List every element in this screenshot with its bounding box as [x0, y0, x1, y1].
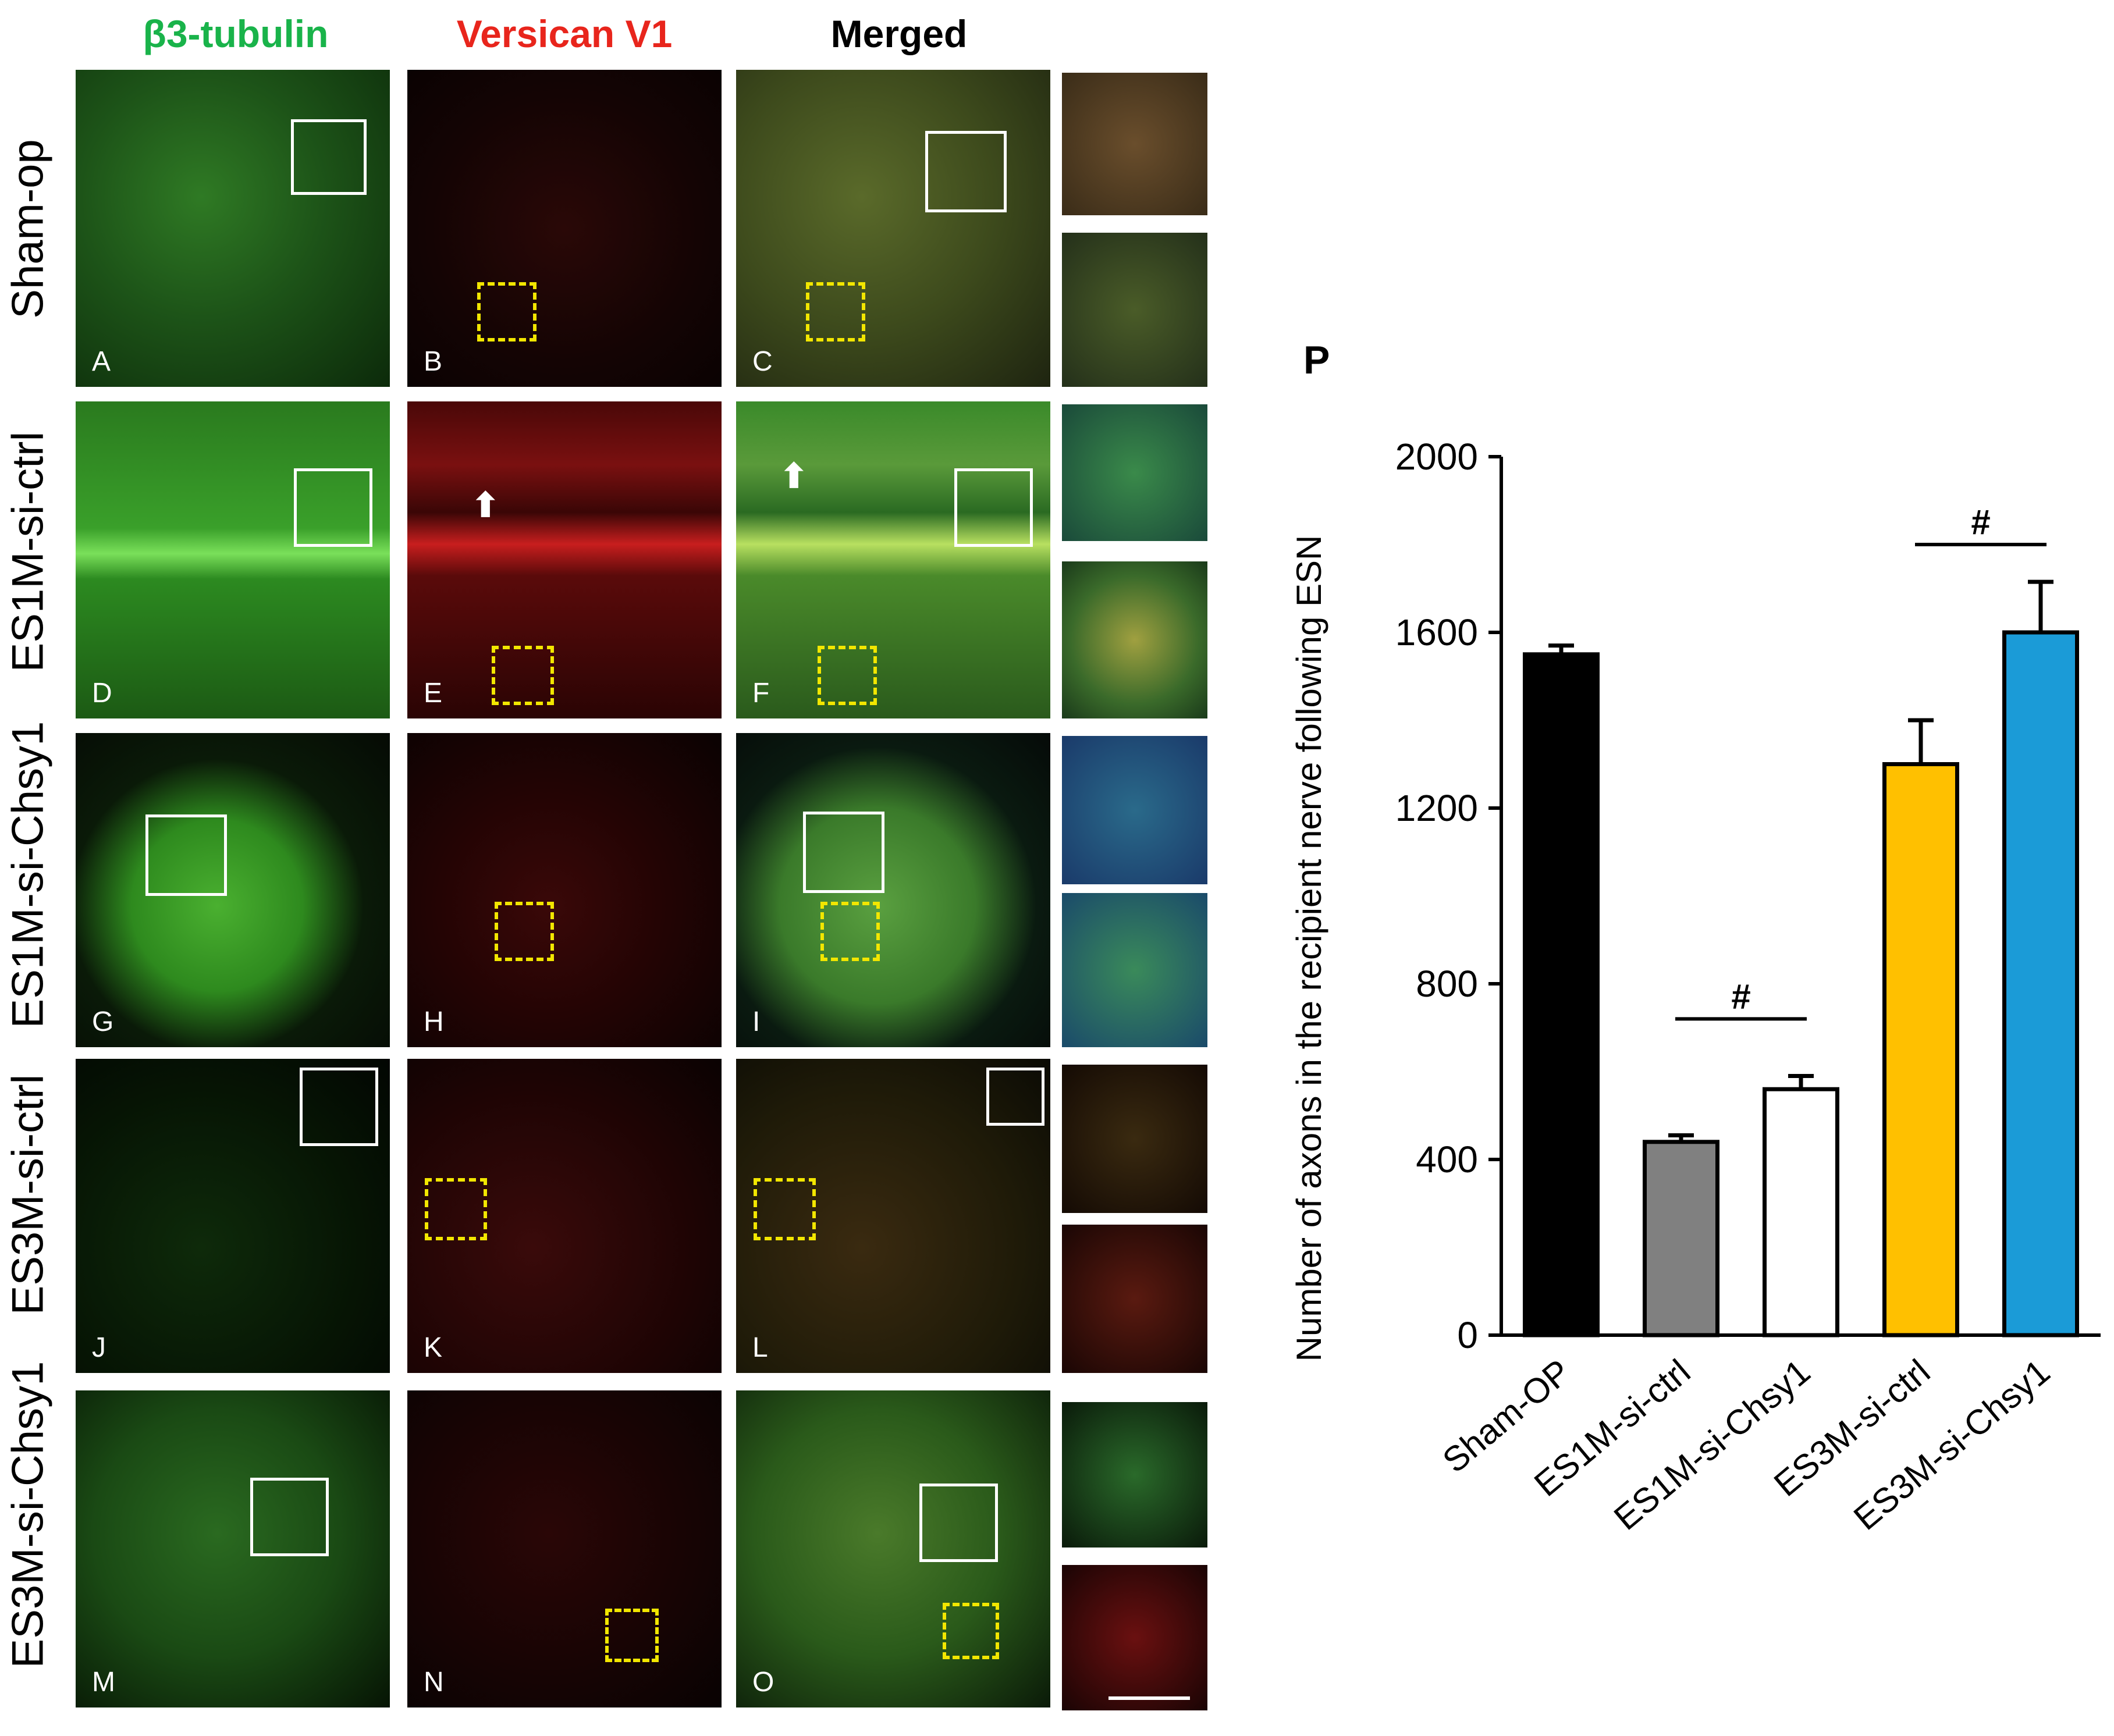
roi-dashed-box [754, 1178, 816, 1240]
row-label-es1m-si-chsy1: ES1M-si-Chsy1 [3, 721, 53, 1029]
roi-box [954, 468, 1033, 547]
bar [1763, 1087, 1839, 1337]
panel-letter: O [752, 1667, 774, 1698]
roi-dashed-box [605, 1609, 659, 1662]
panel-letter: E [424, 678, 443, 709]
roi-dashed-box [820, 902, 880, 961]
roi-dashed-box [425, 1178, 487, 1240]
inset-panel [1062, 561, 1207, 718]
roi-box [250, 1478, 329, 1556]
panel-letter: B [424, 346, 443, 377]
inset-panel [1062, 233, 1207, 387]
micrograph-panel: I [736, 733, 1050, 1047]
arrow-icon: ⬆ [471, 486, 500, 524]
y-tick-label: 2000 [1395, 436, 1478, 478]
micrograph-panel: ⬆ E [407, 401, 722, 718]
inset-panel [1062, 736, 1207, 884]
micrograph-panel: M [76, 1390, 390, 1707]
panel-letter: N [424, 1667, 444, 1698]
panel-letter: L [752, 1332, 768, 1363]
micrograph-panel: K [407, 1059, 722, 1373]
roi-dashed-box [943, 1603, 999, 1659]
roi-dashed-box [492, 646, 554, 705]
micrograph-panel: J [76, 1059, 390, 1373]
micrograph-panel: D [76, 401, 390, 718]
y-axis-label: Number of axons in the recipient nerve f… [1289, 535, 1328, 1362]
micrograph-panel: ⬆ F [736, 401, 1050, 718]
micrograph-panel: L [736, 1059, 1050, 1373]
micrograph-panel: G [76, 733, 390, 1047]
roi-box [919, 1484, 998, 1562]
panel-letter: F [752, 678, 770, 709]
micrograph-panel: C [736, 70, 1050, 387]
roi-box [145, 814, 227, 896]
category-label: ES1M-si-Chsy1 [1607, 1352, 1817, 1538]
y-tick-label: 0 [1457, 1314, 1478, 1356]
roi-box [291, 119, 367, 195]
bar [1523, 652, 1600, 1337]
y-tick-label: 1600 [1395, 611, 1478, 653]
inset-panel [1062, 1565, 1207, 1710]
inset-panel [1062, 73, 1207, 215]
inset-panel [1062, 1225, 1207, 1373]
column-header-beta3-tubulin: β3-tubulin [143, 12, 329, 55]
panel-letter-p: P [1303, 338, 1330, 382]
column-header-versican-v1: Versican V1 [456, 12, 673, 55]
roi-box [294, 468, 372, 547]
y-tick-label: 800 [1416, 963, 1478, 1005]
panel-letter: J [92, 1332, 106, 1363]
bar [1643, 1140, 1719, 1337]
bar [2002, 630, 2079, 1337]
roi-box [803, 812, 884, 893]
inset-panel [1062, 404, 1207, 541]
panel-letter: K [424, 1332, 443, 1363]
panel-letter: I [752, 1006, 761, 1037]
micrograph-panel: N [407, 1390, 722, 1707]
panel-letter: H [424, 1006, 444, 1037]
row-label-es1m-si-ctrl: ES1M-si-ctrl [3, 431, 53, 673]
panel-letter: D [92, 678, 112, 709]
y-tick-label: 400 [1416, 1139, 1478, 1180]
row-label-es3m-si-ctrl: ES3M-si-ctrl [3, 1074, 53, 1315]
roi-box [986, 1068, 1044, 1126]
inset-panel [1062, 893, 1207, 1047]
inset-panel [1062, 1065, 1207, 1213]
row-label-sham-op: Sham-op [3, 139, 53, 319]
bar-chart: 0 400 800 1200 1600 2000 Number of axons in th… [1289, 436, 2101, 1538]
micrograph-panel: B [407, 70, 722, 387]
micrograph-panel: O [736, 1390, 1050, 1707]
micrograph-panel: A [76, 70, 390, 387]
panel-letter: G [92, 1006, 114, 1037]
roi-dashed-box [818, 646, 877, 705]
panel-letter: C [752, 346, 773, 377]
roi-dashed-box [806, 282, 865, 341]
scale-bar [1108, 1696, 1190, 1700]
significance-label: # [1971, 503, 1990, 542]
panel-letter: A [92, 346, 111, 377]
panel-letter: M [92, 1667, 115, 1698]
inset-panel [1062, 1402, 1207, 1548]
y-tick-label: 1200 [1395, 787, 1478, 829]
bar [1882, 762, 1959, 1337]
row-label-es3m-si-chsy1: ES3M-si-Chsy1 [3, 1361, 53, 1669]
roi-box [300, 1068, 378, 1146]
significance-label: # [1731, 977, 1750, 1016]
roi-dashed-box [495, 902, 554, 961]
roi-box [925, 131, 1007, 212]
arrow-icon: ⬆ [780, 457, 808, 495]
micrograph-panel: H [407, 733, 722, 1047]
column-header-merged: Merged [830, 12, 968, 55]
category-label: ES3M-si-Chsy1 [1846, 1352, 2057, 1538]
roi-dashed-box [477, 282, 537, 341]
